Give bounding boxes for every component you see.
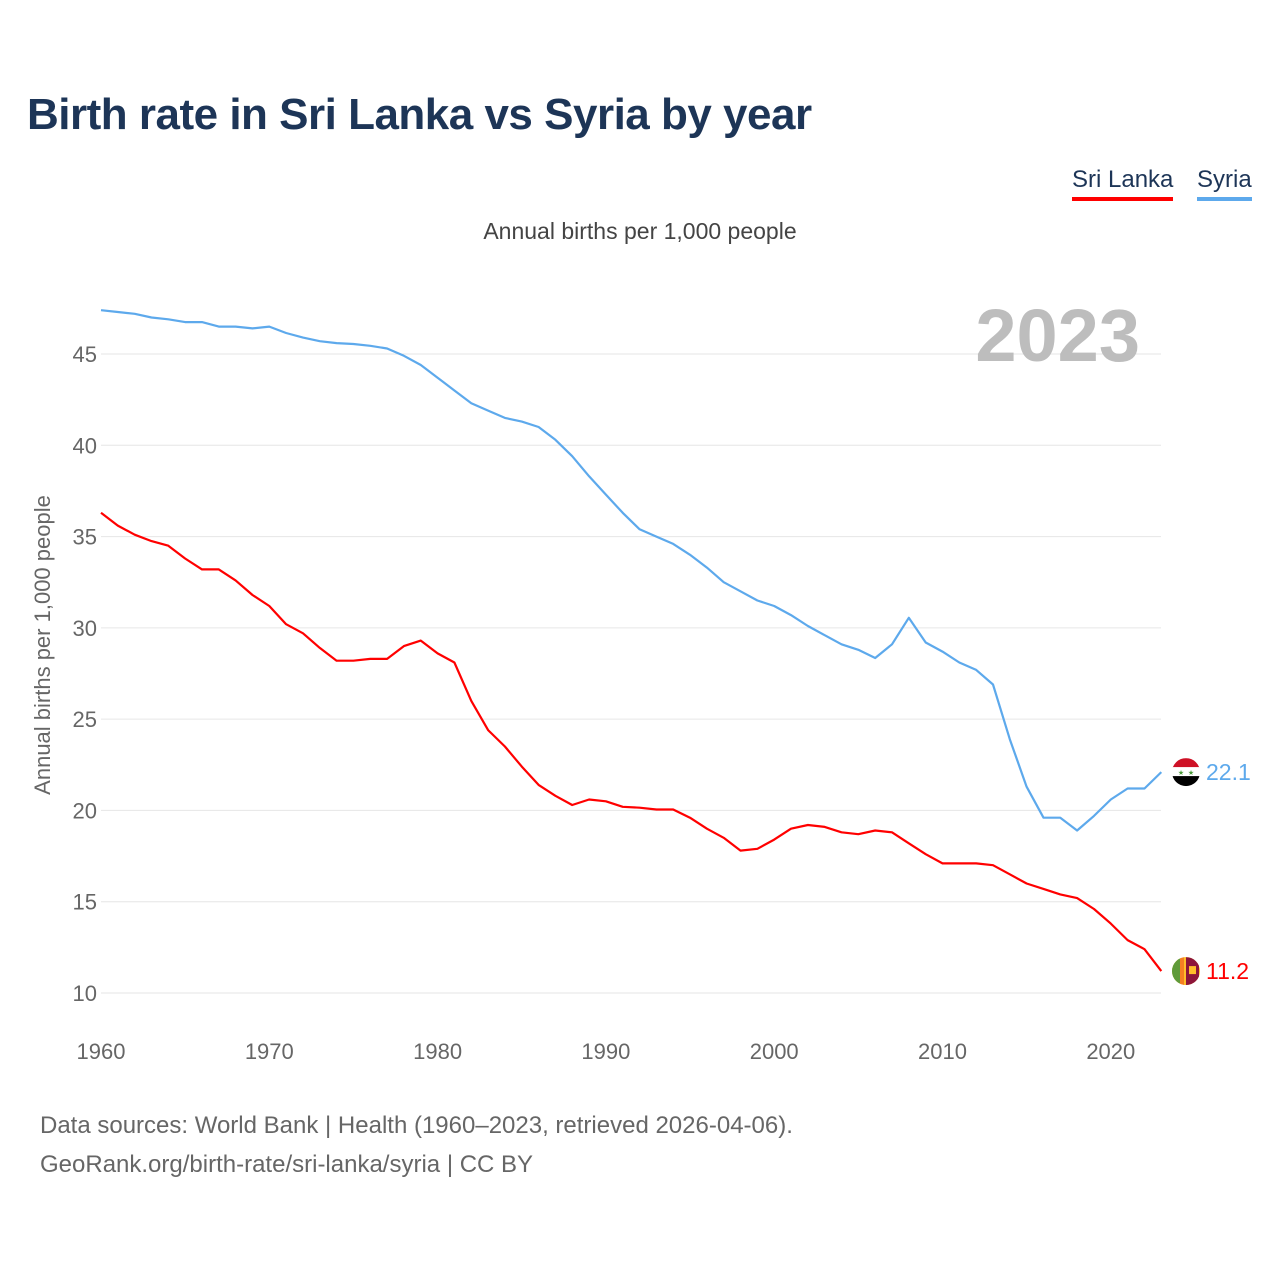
x-tick-label: 1970 — [245, 1039, 294, 1064]
chart-title: Birth rate in Sri Lanka vs Syria by year — [27, 90, 812, 139]
y-tick-label: 45 — [73, 342, 97, 367]
legend-syria[interactable]: Syria — [1197, 166, 1252, 201]
sri-lanka-flag-icon — [1172, 957, 1200, 986]
x-tick-label: 1980 — [413, 1039, 462, 1064]
y-tick-label: 10 — [73, 981, 97, 1006]
y-tick-label: 40 — [73, 433, 97, 458]
source-note: Data sources: World Bank | Health (1960–… — [40, 1112, 793, 1139]
syria-flag-icon: ★ ★ — [1172, 758, 1200, 787]
y-tick-label: 30 — [73, 616, 97, 641]
footer: Data sources: World Bank | Health (1960–… — [40, 1106, 793, 1184]
y-axis-label: Annual births per 1,000 people — [30, 495, 55, 795]
end-value-label: 22.1 — [1206, 759, 1251, 785]
end-value-label: 11.2 — [1206, 958, 1249, 984]
y-tick-label: 35 — [73, 525, 97, 550]
y-tick-label: 20 — [73, 798, 97, 823]
x-tick-label: 1990 — [581, 1039, 630, 1064]
x-tick-label: 1960 — [77, 1039, 126, 1064]
year-watermark: 2023 — [975, 294, 1140, 377]
legend-sri-lanka[interactable]: Sri Lanka — [1072, 166, 1174, 201]
y-tick-label: 25 — [73, 707, 97, 732]
series-line-syria — [100, 309, 1163, 832]
x-tick-label: 2010 — [918, 1039, 967, 1064]
x-tick-label: 2000 — [750, 1039, 799, 1064]
svg-text:★: ★ — [1188, 769, 1194, 777]
series-line-sri-lanka — [100, 511, 1163, 972]
y-tick-label: 15 — [73, 890, 97, 915]
x-tick-label: 2020 — [1086, 1039, 1135, 1064]
chart-subtitle: Annual births per 1,000 people — [483, 218, 797, 244]
source-link[interactable]: GeoRank.org/birth-rate/sri-lanka/syria |… — [40, 1151, 534, 1178]
svg-text:★: ★ — [1178, 769, 1184, 777]
